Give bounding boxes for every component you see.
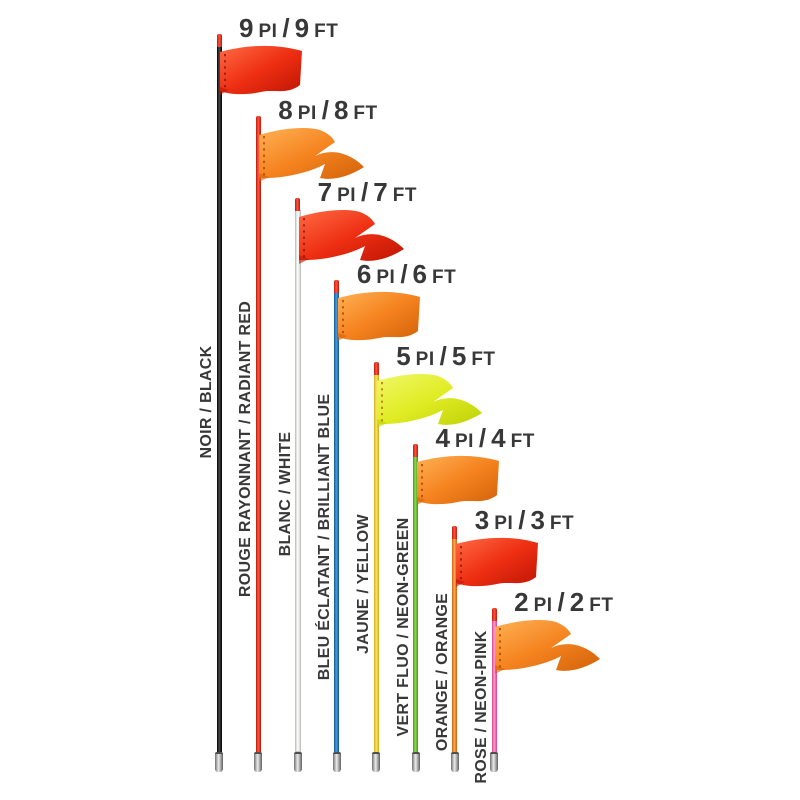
size-label-part: 8	[278, 95, 293, 125]
size-label-part: PI	[297, 103, 317, 124]
size-label-part: PI	[376, 267, 396, 288]
color-label: ROUGE RAYONNANT / RADIANT RED	[237, 301, 255, 598]
size-label-part: FT	[392, 185, 417, 206]
size-label-part: 4	[491, 423, 506, 453]
size-label-part: /	[282, 13, 290, 43]
flag-icon	[416, 455, 499, 505]
pole-ferrule-icon	[293, 752, 302, 772]
flag-icon	[455, 537, 538, 587]
color-label: JAUNE / YELLOW	[355, 514, 373, 655]
size-label-part: /	[361, 177, 369, 207]
flag-icon	[377, 373, 483, 428]
size-label-part: PI	[494, 513, 514, 534]
pole-ferrule-icon	[450, 752, 459, 772]
pole	[334, 292, 340, 752]
pole-tip	[295, 198, 301, 211]
pole-tip	[216, 34, 222, 47]
pole	[452, 538, 458, 752]
size-label-part: PI	[454, 431, 474, 452]
size-label-part: /	[557, 587, 565, 617]
pole-ferrule-icon	[332, 752, 341, 772]
size-label-part: /	[478, 423, 487, 453]
size-label-part: FT	[314, 21, 339, 42]
size-label-part: 3	[530, 505, 545, 535]
size-label-part: FT	[549, 513, 575, 534]
pole-tip	[413, 444, 418, 457]
size-label-part: 7	[373, 177, 388, 207]
pole-tip	[255, 116, 261, 129]
pole-ferrule-icon	[411, 752, 420, 772]
size-label-part: PI	[337, 185, 357, 206]
size-label-part: PI	[533, 595, 553, 616]
flag-icon	[220, 45, 302, 95]
pole-tip	[373, 362, 379, 375]
size-label-part: FT	[432, 267, 457, 288]
size-label-part: 9	[294, 13, 310, 43]
pole-ferrule-icon	[215, 752, 223, 772]
pole	[491, 620, 497, 752]
pole	[373, 374, 379, 752]
color-label: VERT FLUO / NEON-GREEN	[394, 517, 412, 737]
size-label-part: 6	[356, 259, 372, 289]
size-label-part: FT	[510, 431, 535, 452]
size-label-part: 5	[451, 341, 467, 371]
size-label-part: /	[400, 259, 408, 289]
pole-tip	[491, 608, 497, 621]
pole	[295, 210, 302, 752]
flag-icon	[298, 209, 404, 264]
size-label: 2 PI/2 FT	[514, 588, 613, 621]
size-label-part: FT	[589, 595, 614, 616]
flag-icon	[337, 291, 420, 341]
size-label: 4 PI/4 FT	[436, 424, 535, 457]
size-label-part: 6	[412, 259, 428, 289]
size-label-part: PI	[258, 21, 278, 42]
flag-icon	[259, 127, 365, 182]
size-label-part: 8	[333, 95, 349, 125]
pole-ferrule-icon	[372, 752, 381, 772]
color-label: BLEU ÉCLATANT / BRILLIANT BLUE	[315, 393, 333, 681]
pole	[255, 128, 261, 752]
size-label-part: FT	[471, 349, 496, 370]
size-label: 9 PI/9 FT	[239, 14, 338, 47]
size-label-part: 5	[396, 341, 411, 371]
color-label: ORANGE / ORANGE	[433, 593, 451, 752]
size-label-part: /	[321, 95, 329, 125]
size-label-part: 9	[239, 13, 254, 43]
size-label-part: PI	[415, 349, 435, 370]
pole-tip	[334, 280, 340, 293]
pole-tip	[452, 526, 458, 539]
flag-icon	[495, 619, 601, 674]
size-label-part: FT	[353, 103, 378, 124]
pole-ferrule-icon	[254, 752, 263, 772]
size-label-part: 4	[435, 423, 450, 453]
pole	[413, 456, 418, 752]
color-label: ROSE / NEON-PINK	[473, 630, 491, 784]
size-label-part: 2	[569, 587, 585, 617]
size-label: 6 PI/6 FT	[357, 260, 456, 293]
color-label: BLANC / WHITE	[276, 431, 294, 557]
size-label: 5 PI/5 FT	[396, 342, 495, 375]
pole-ferrule-icon	[490, 752, 499, 772]
size-label-part: /	[439, 341, 447, 371]
size-label-part: 7	[317, 177, 333, 207]
size-label-part: 3	[474, 505, 490, 535]
size-label: 8 PI/8 FT	[278, 96, 377, 129]
color-label: NOIR / BLACK	[198, 345, 215, 459]
pole	[216, 46, 222, 752]
size-label: 3 PI/3 FT	[475, 506, 574, 539]
size-label: 7 PI/7 FT	[318, 178, 417, 211]
size-label-part: /	[518, 505, 526, 535]
size-label-part: 2	[514, 587, 529, 617]
